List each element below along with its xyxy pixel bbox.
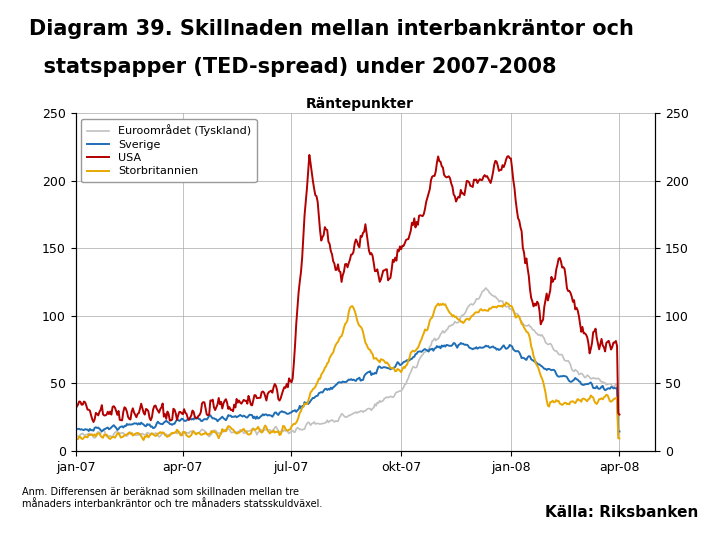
Text: Diagram 39. Skillnaden mellan interbankräntor och: Diagram 39. Skillnaden mellan interbankr… bbox=[29, 19, 634, 39]
Text: SVERIGES
RIKSBANK: SVERIGES RIKSBANK bbox=[646, 79, 683, 90]
Text: Anm. Differensen är beräknad som skillnaden mellan tre
månaders interbankräntor : Anm. Differensen är beräknad som skillna… bbox=[22, 487, 322, 509]
Text: statspapper (TED-spread) under 2007-2008: statspapper (TED-spread) under 2007-2008 bbox=[29, 57, 557, 77]
Legend: Euroområdet (Tyskland), Sverige, USA, Storbritannien: Euroområdet (Tyskland), Sverige, USA, St… bbox=[81, 119, 256, 182]
Text: Räntepunkter: Räntepunkter bbox=[306, 97, 414, 111]
Text: Källa: Riksbanken: Källa: Riksbanken bbox=[545, 504, 698, 519]
